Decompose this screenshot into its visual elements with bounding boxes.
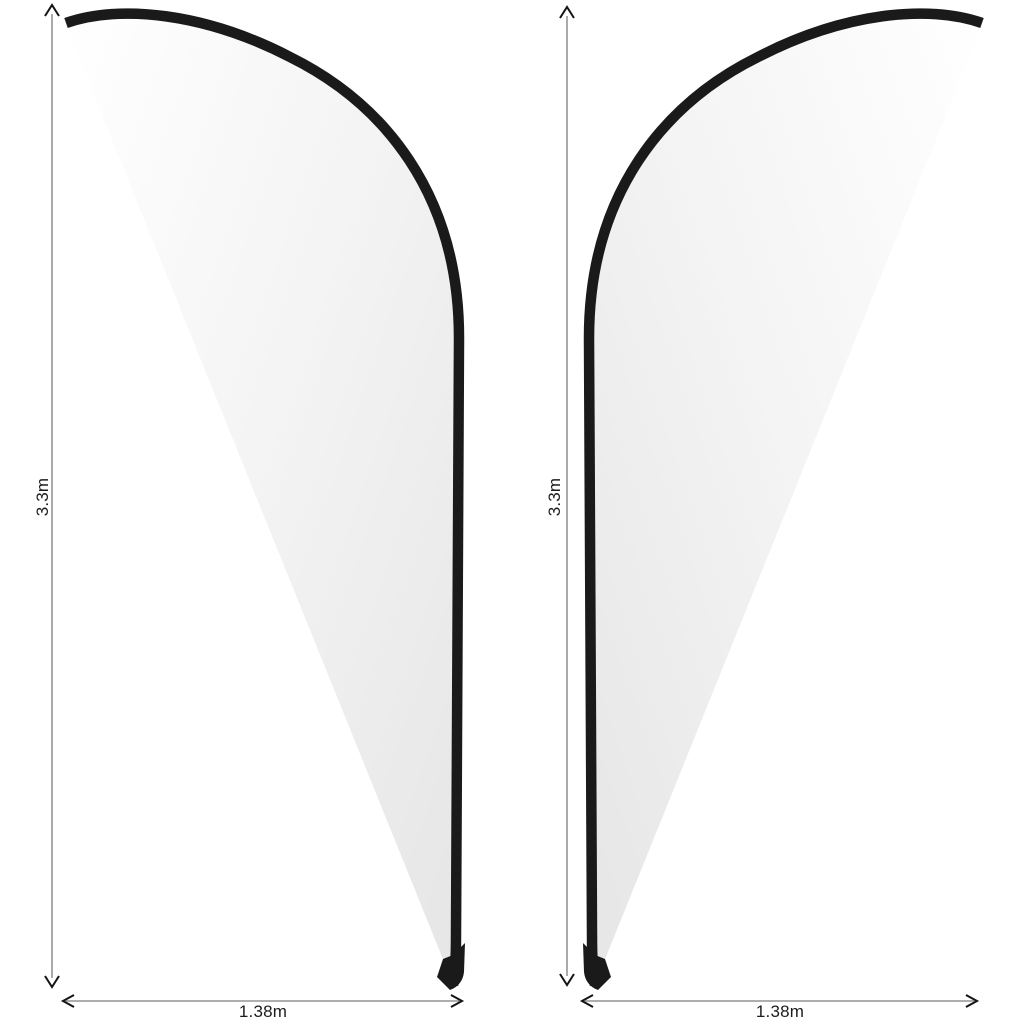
arrowhead-down-icon [44, 975, 60, 989]
left-height-label: 3.3m [33, 478, 52, 517]
arrowhead-up-icon [559, 5, 575, 19]
arrowhead-right-icon [450, 994, 465, 1008]
arrowhead-down-icon [559, 973, 575, 987]
arrowhead-right-icon [965, 994, 980, 1008]
arrowhead-left-icon [579, 994, 594, 1008]
arrowhead-left-icon [60, 994, 75, 1008]
right-width-label: 1.38m [756, 1002, 804, 1021]
right-height-dimension: 3.3m [545, 5, 575, 987]
left-height-dimension: 3.3m [33, 3, 60, 989]
right-height-label: 3.3m [545, 478, 564, 517]
left-width-label: 1.38m [239, 1002, 287, 1021]
left-width-dimension: 1.38m [60, 994, 465, 1021]
arrowhead-up-icon [44, 3, 60, 17]
right-width-dimension: 1.38m [579, 994, 980, 1021]
left-flag [66, 14, 465, 990]
right-flag [583, 14, 982, 990]
